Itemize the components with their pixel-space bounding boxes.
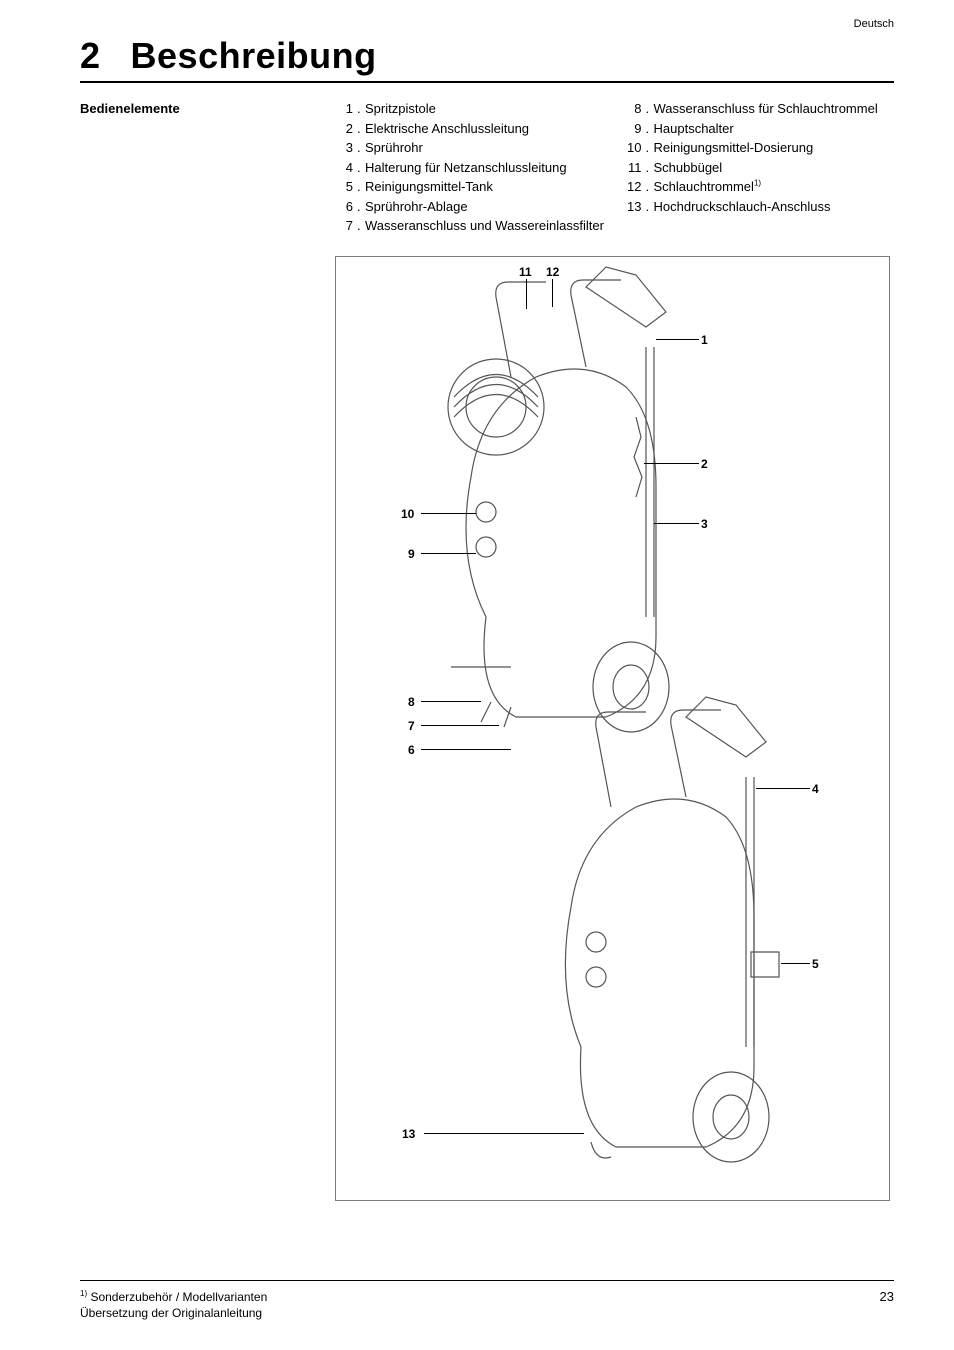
callout-8: 8 — [408, 695, 415, 709]
parts-list-item: 4.Halterung für Netzanschluss­leitung — [335, 158, 606, 178]
parts-list-item: 10.Reinigungsmittel-Dosierung — [624, 138, 895, 158]
parts-list-item: 3.Sprührohr — [335, 138, 606, 158]
parts-list-item: 1.Spritzpistole — [335, 99, 606, 119]
parts-list-item: 9.Hauptschalter — [624, 119, 895, 139]
chapter-text: Beschreibung — [131, 35, 377, 76]
chapter-number: 2 — [80, 35, 101, 76]
footnote: 1) Sonderzubehör / Modellvarianten — [80, 1289, 267, 1304]
callout-9: 9 — [408, 547, 415, 561]
description-row: Bedienelemente 1.Spritzpistole2.Elektris… — [80, 99, 894, 236]
parts-list-left: 1.Spritzpistole2.Elektrische Anschlussle… — [335, 99, 606, 236]
leader-11 — [526, 279, 527, 309]
section-label: Bedienelemente — [80, 99, 335, 116]
leader-13 — [424, 1133, 584, 1134]
parts-list: 1.Spritzpistole2.Elektrische Anschlussle… — [335, 99, 894, 236]
page-footer: 1) Sonderzubehör / Modellvarianten Übers… — [80, 1280, 894, 1320]
callout-1: 1 — [701, 333, 708, 347]
callout-5: 5 — [812, 957, 819, 971]
leader-1 — [656, 339, 699, 340]
leader-5 — [781, 963, 810, 964]
parts-list-item: 5.Reinigungsmittel-Tank — [335, 177, 606, 197]
leader-4 — [756, 788, 810, 789]
callout-11: 11 — [519, 265, 532, 279]
parts-list-item: 6.Sprührohr-Ablage — [335, 197, 606, 217]
parts-list-item: 7.Wasseranschluss und Wassereinlassfilte… — [335, 216, 606, 236]
parts-list-item: 2.Elektrische Anschlussleitung — [335, 119, 606, 139]
leader-9 — [421, 553, 476, 554]
parts-list-item: 13.Hochdruckschlauch-An­schluss — [624, 197, 895, 217]
callout-13: 13 — [402, 1127, 415, 1141]
leader-3 — [654, 523, 699, 524]
callout-3: 3 — [701, 517, 708, 531]
callout-2: 2 — [701, 457, 708, 471]
leader-2 — [644, 463, 699, 464]
leader-12 — [552, 279, 553, 307]
callout-10: 10 — [401, 507, 414, 521]
parts-list-item: 11.Schubbügel — [624, 158, 895, 178]
language-label: Deutsch — [854, 18, 894, 30]
parts-list-right: 8.Wasseranschluss für Schlauchtrommel9.H… — [624, 99, 895, 236]
callout-6: 6 — [408, 743, 415, 757]
callout-4: 4 — [812, 782, 819, 796]
leader-10 — [421, 513, 476, 514]
footer-translation-note: Übersetzung der Originalanleitung — [80, 1306, 267, 1320]
exploded-diagram: 11 12 1 2 3 10 9 8 7 6 4 5 13 — [335, 256, 890, 1201]
parts-list-item: 12.Schlauchtrommel1) — [624, 177, 895, 197]
parts-list-item: 8.Wasseranschluss für Schlauchtrommel — [624, 99, 895, 119]
leader-7 — [421, 725, 499, 726]
leader-6 — [421, 749, 511, 750]
chapter-title: 2 Beschreibung — [80, 35, 894, 83]
callout-12: 12 — [546, 265, 559, 279]
callout-7: 7 — [408, 719, 415, 733]
page-number: 23 — [880, 1289, 894, 1320]
leader-8 — [421, 701, 481, 702]
